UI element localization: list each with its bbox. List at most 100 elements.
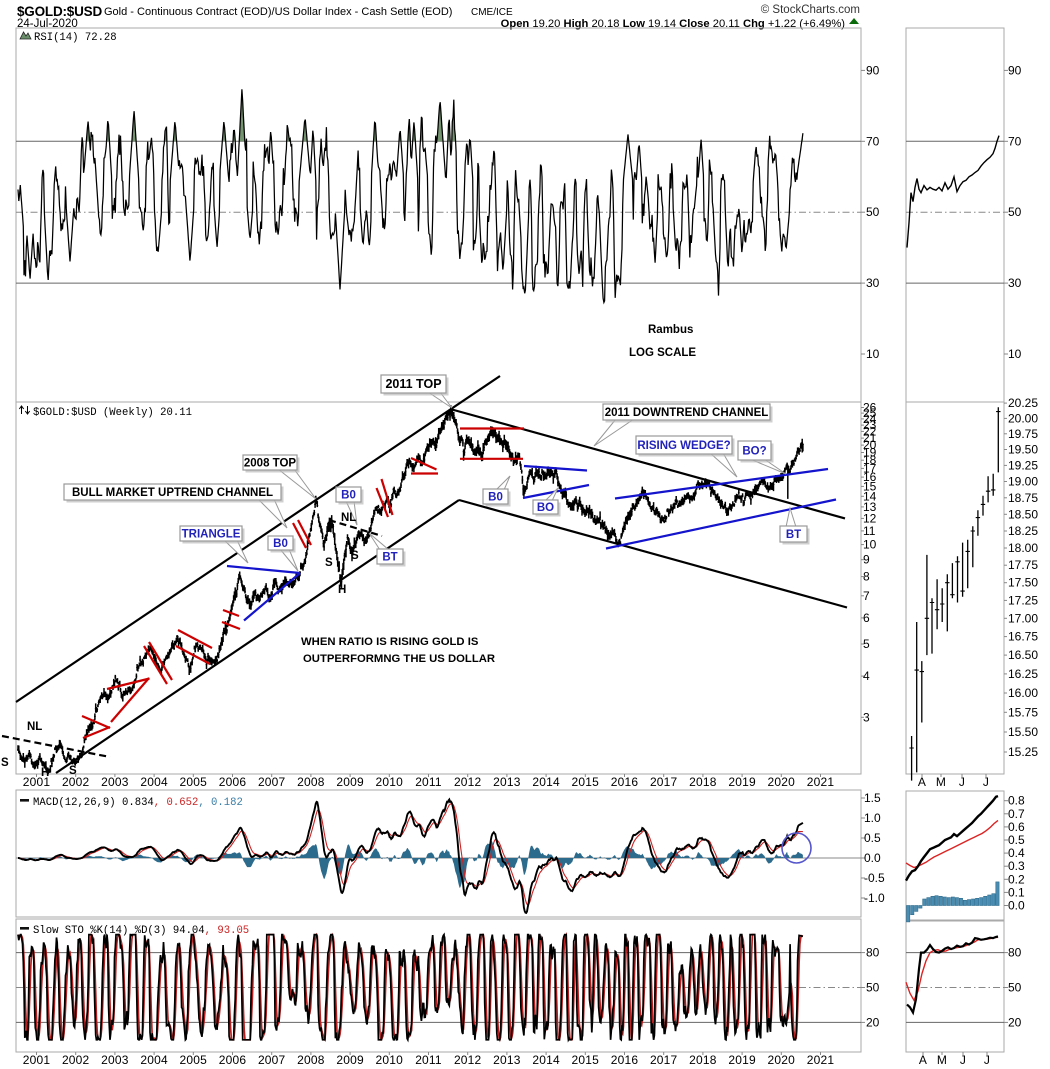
svg-text:10: 10 xyxy=(863,538,877,552)
svg-text:2018: 2018 xyxy=(689,1053,717,1067)
svg-text:OUTPERFORMNG THE US DOLLAR: OUTPERFORMNG THE US DOLLAR xyxy=(303,653,495,665)
svg-text:2007: 2007 xyxy=(258,1053,286,1067)
svg-text:0.5: 0.5 xyxy=(1008,833,1025,847)
svg-text:2015: 2015 xyxy=(572,775,600,789)
svg-text:17: 17 xyxy=(863,461,877,475)
svg-text:13: 13 xyxy=(863,500,877,514)
svg-text:2015: 2015 xyxy=(572,1053,600,1067)
svg-text:B0: B0 xyxy=(341,490,356,502)
svg-text:8: 8 xyxy=(863,570,870,584)
svg-text:2002: 2002 xyxy=(62,1053,90,1067)
svg-text:19.00: 19.00 xyxy=(1008,475,1038,489)
svg-text:J: J xyxy=(984,1053,990,1067)
svg-text:16.50: 16.50 xyxy=(1008,648,1038,662)
svg-text:11: 11 xyxy=(863,524,876,538)
svg-text:18.75: 18.75 xyxy=(1008,491,1038,505)
svg-text:2001: 2001 xyxy=(23,1053,51,1067)
svg-text:RSI(14) 72.28: RSI(14) 72.28 xyxy=(34,32,117,44)
svg-text:15.50: 15.50 xyxy=(1008,725,1038,739)
svg-text:S: S xyxy=(325,557,333,569)
svg-text:2014: 2014 xyxy=(532,1053,560,1067)
svg-text:0.0: 0.0 xyxy=(864,851,881,865)
svg-text:2013: 2013 xyxy=(493,1053,521,1067)
svg-text:Rambus: Rambus xyxy=(648,324,693,336)
svg-text:2016: 2016 xyxy=(611,1053,639,1067)
svg-text:80: 80 xyxy=(866,946,880,960)
svg-text:2019: 2019 xyxy=(728,775,756,789)
svg-text:4: 4 xyxy=(863,669,870,683)
svg-text:12: 12 xyxy=(863,511,877,525)
svg-text:3: 3 xyxy=(863,710,870,724)
svg-text:19.50: 19.50 xyxy=(1008,443,1038,457)
svg-text:10: 10 xyxy=(866,347,880,361)
svg-text:2008: 2008 xyxy=(297,775,325,789)
svg-text:NL: NL xyxy=(27,721,42,733)
svg-text:2002: 2002 xyxy=(62,775,90,789)
svg-text:26: 26 xyxy=(863,401,877,415)
svg-text:2009: 2009 xyxy=(336,775,364,789)
svg-text:RISING WEDGE?: RISING WEDGE? xyxy=(637,440,730,452)
svg-text:$GOLD:$USD (Weekly) 20.11: $GOLD:$USD (Weekly) 20.11 xyxy=(33,407,192,419)
svg-text:2020: 2020 xyxy=(768,775,796,789)
svg-text:CME/ICE: CME/ICE xyxy=(471,7,513,18)
svg-text:0.1: 0.1 xyxy=(1008,885,1025,899)
svg-text:2021: 2021 xyxy=(807,1053,835,1067)
svg-text:2008 TOP: 2008 TOP xyxy=(244,458,297,470)
svg-text:16.75: 16.75 xyxy=(1008,630,1038,644)
svg-text:BO?: BO? xyxy=(742,446,766,458)
svg-text:19.75: 19.75 xyxy=(1008,427,1038,441)
svg-text:30: 30 xyxy=(866,276,880,290)
svg-text:BULL MARKET UPTREND CHANNEL: BULL MARKET UPTREND CHANNEL xyxy=(72,487,273,499)
svg-text:16.25: 16.25 xyxy=(1008,667,1038,681)
svg-text:Open 19.20 High 20.18 Low 19.1: Open 19.20 High 20.18 Low 19.14 Close 20… xyxy=(501,18,846,30)
svg-text:1.5: 1.5 xyxy=(864,791,881,805)
svg-text:2008: 2008 xyxy=(297,1053,325,1067)
svg-text:H: H xyxy=(338,584,346,596)
svg-text:2014: 2014 xyxy=(532,775,560,789)
svg-text:$GOLD:$USD: $GOLD:$USD xyxy=(17,4,102,19)
svg-text:J: J xyxy=(983,775,989,789)
svg-text:17.25: 17.25 xyxy=(1008,593,1038,607)
svg-text:0.0: 0.0 xyxy=(1008,899,1025,913)
svg-text:© StockCharts.com: © StockCharts.com xyxy=(761,4,860,16)
svg-text:WHEN RATIO IS RISING GOLD IS: WHEN RATIO IS RISING GOLD IS xyxy=(301,636,479,648)
svg-text:23: 23 xyxy=(863,418,877,432)
svg-text:16: 16 xyxy=(863,470,877,484)
svg-text:2018: 2018 xyxy=(689,775,717,789)
svg-text:50: 50 xyxy=(866,205,880,219)
svg-text:0.3: 0.3 xyxy=(1008,859,1025,873)
svg-text:10: 10 xyxy=(1008,347,1022,361)
svg-text:0.7: 0.7 xyxy=(1008,807,1025,821)
svg-text:90: 90 xyxy=(866,63,880,77)
svg-text:2017: 2017 xyxy=(650,1053,678,1067)
svg-text:19.25: 19.25 xyxy=(1008,458,1038,472)
svg-text:15: 15 xyxy=(863,479,877,493)
svg-text:5: 5 xyxy=(863,637,870,651)
svg-text:2010: 2010 xyxy=(376,775,404,789)
svg-text:2005: 2005 xyxy=(180,775,208,789)
svg-text:M: M xyxy=(936,775,946,789)
svg-text:14: 14 xyxy=(863,489,877,503)
svg-text:2013: 2013 xyxy=(493,775,521,789)
svg-text:18.00: 18.00 xyxy=(1008,541,1038,555)
svg-text:BT: BT xyxy=(382,552,397,564)
svg-text:M: M xyxy=(937,1053,947,1067)
svg-text:S: S xyxy=(1,757,9,769)
svg-text:20: 20 xyxy=(863,438,877,452)
svg-text:20: 20 xyxy=(1008,1015,1022,1029)
svg-text:0.4: 0.4 xyxy=(1008,846,1025,860)
svg-text:0.6: 0.6 xyxy=(1008,820,1025,834)
svg-text:18.25: 18.25 xyxy=(1008,524,1038,538)
svg-text:0.5: 0.5 xyxy=(864,831,881,845)
svg-text:20.00: 20.00 xyxy=(1008,411,1038,425)
svg-text:A: A xyxy=(918,775,926,789)
svg-text:50: 50 xyxy=(1008,981,1022,995)
svg-text:B0: B0 xyxy=(488,492,503,504)
svg-text:BO: BO xyxy=(537,502,554,514)
svg-text:18.50: 18.50 xyxy=(1008,507,1038,521)
svg-text:15.75: 15.75 xyxy=(1008,705,1038,719)
svg-text:2016: 2016 xyxy=(611,775,639,789)
svg-text:19: 19 xyxy=(863,446,877,460)
svg-text:S: S xyxy=(351,550,359,562)
svg-text:B0: B0 xyxy=(273,538,288,550)
